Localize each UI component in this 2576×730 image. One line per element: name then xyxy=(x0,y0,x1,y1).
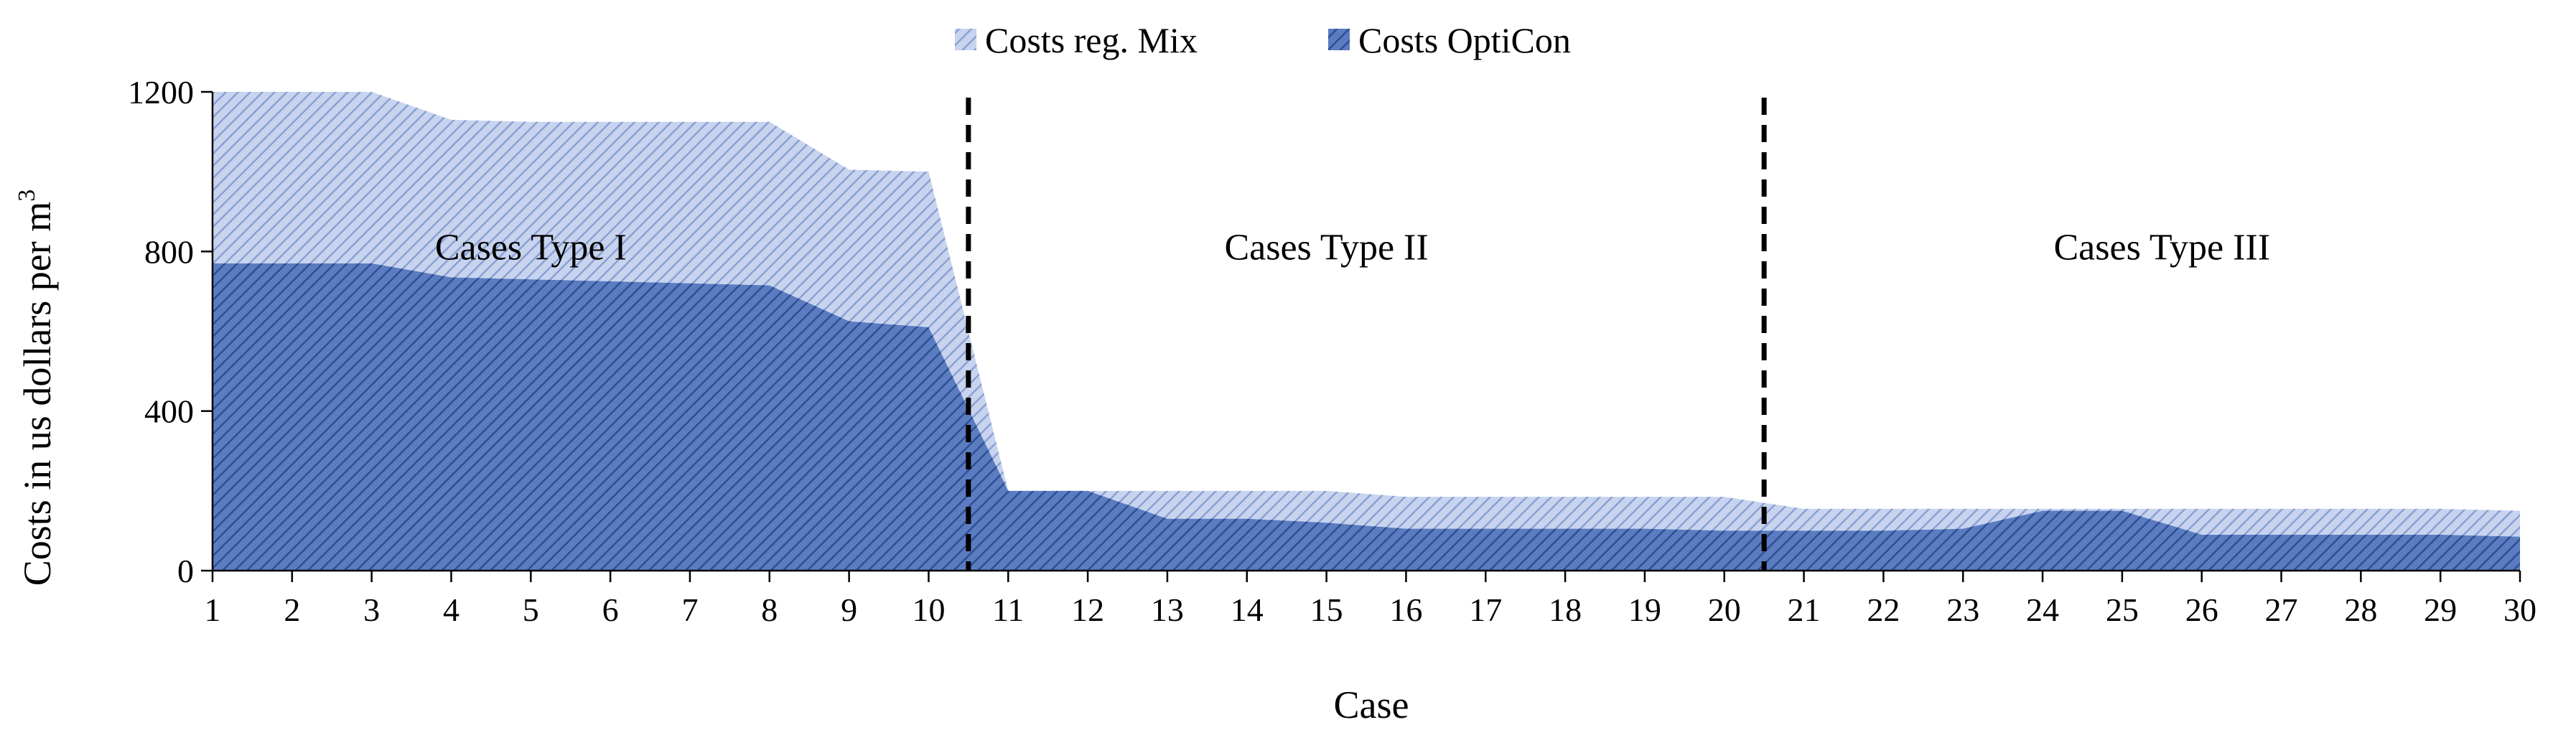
x-tick-label-28: 28 xyxy=(2344,591,2377,628)
region-label-cases-type-ii: Cases Type II xyxy=(1224,227,1428,268)
x-tick-label-10: 10 xyxy=(912,591,945,628)
x-tick-label-18: 18 xyxy=(1549,591,1582,628)
y-axis-title-text: Costs in us dollars per m xyxy=(16,202,59,586)
x-tick-label-30: 30 xyxy=(2503,591,2537,628)
x-tick-label-3: 3 xyxy=(363,591,380,628)
x-tick-label-16: 16 xyxy=(1389,591,1422,628)
x-tick-label-22: 22 xyxy=(1867,591,1900,628)
y-tick-label-1200: 1200 xyxy=(128,74,194,111)
x-tick-label-11: 11 xyxy=(992,591,1024,628)
svg-text:Costs in us dollars per m3: Costs in us dollars per m3 xyxy=(14,189,59,586)
legend-swatch-costs-reg-mix xyxy=(955,29,976,50)
x-tick-label-5: 5 xyxy=(523,591,539,628)
region-label-cases-type-i: Cases Type I xyxy=(435,227,627,268)
x-tick-label-24: 24 xyxy=(2026,591,2059,628)
y-tick-label-400: 400 xyxy=(144,393,194,430)
x-tick-label-26: 26 xyxy=(2185,591,2218,628)
x-tick-label-9: 9 xyxy=(841,591,857,628)
x-tick-label-25: 25 xyxy=(2106,591,2139,628)
x-tick-label-2: 2 xyxy=(284,591,300,628)
y-tick-label-800: 800 xyxy=(144,233,194,270)
legend: Costs reg. Mix Costs OptiCon xyxy=(955,20,1571,60)
x-tick-label-15: 15 xyxy=(1310,591,1343,628)
x-tick-label-7: 7 xyxy=(681,591,698,628)
series-layer xyxy=(213,92,2520,571)
area-costs-opticon xyxy=(213,263,2520,571)
x-tick-label-23: 23 xyxy=(1946,591,1979,628)
y-axis-title-superscript: 3 xyxy=(14,189,40,202)
x-tick-label-8: 8 xyxy=(761,591,778,628)
x-tick-label-1: 1 xyxy=(205,591,221,628)
separator-layer xyxy=(966,98,1767,571)
x-axis-title: Case xyxy=(1334,683,1409,726)
y-axis-title: Costs in us dollars per m3 xyxy=(14,189,59,586)
x-tick-label-6: 6 xyxy=(602,591,619,628)
y-tick-label-0: 0 xyxy=(177,553,194,589)
x-tick-label-14: 14 xyxy=(1231,591,1264,628)
legend-swatch-costs-opticon xyxy=(1328,29,1350,50)
x-tick-label-13: 13 xyxy=(1151,591,1184,628)
x-tick-label-21: 21 xyxy=(1788,591,1821,628)
legend-label-costs-opticon: Costs OptiCon xyxy=(1358,20,1571,60)
region-label-cases-type-iii: Cases Type III xyxy=(2054,227,2271,268)
x-tick-label-29: 29 xyxy=(2424,591,2457,628)
x-tick-label-17: 17 xyxy=(1469,591,1502,628)
x-tick-label-27: 27 xyxy=(2265,591,2298,628)
x-tick-label-20: 20 xyxy=(1708,591,1741,628)
label-layer: Cases Type I Cases Type II Cases Type III xyxy=(435,227,2270,268)
legend-label-costs-reg-mix: Costs reg. Mix xyxy=(985,20,1198,60)
x-tick-label-12: 12 xyxy=(1071,591,1104,628)
x-tick-label-4: 4 xyxy=(443,591,459,628)
x-tick-label-19: 19 xyxy=(1628,591,1661,628)
